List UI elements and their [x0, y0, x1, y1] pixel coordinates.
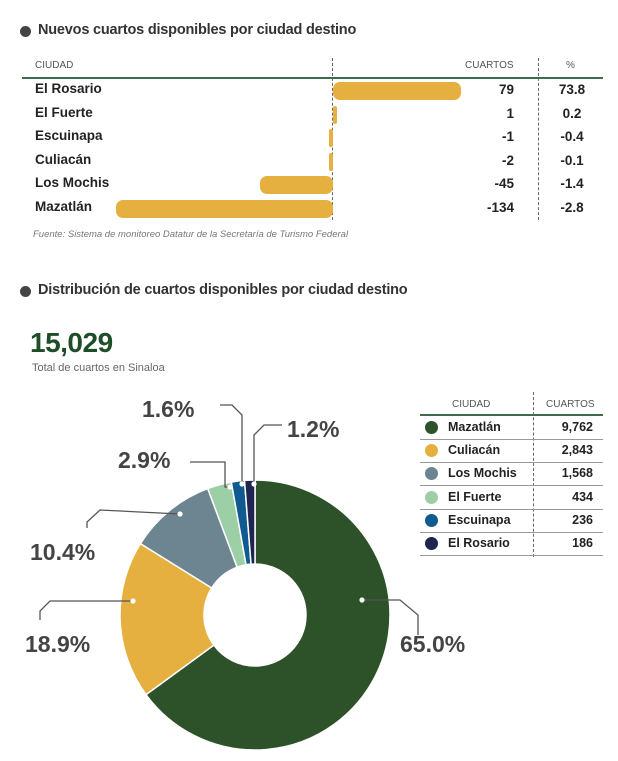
- row-pct: -0.4: [560, 129, 584, 145]
- donut-slice: [119, 542, 215, 696]
- legend-row: Mazatlán 9,762: [420, 416, 603, 440]
- total-label: Total de cuartos en Sinaloa: [32, 362, 165, 374]
- leader-line: [220, 404, 243, 484]
- legend-color-icon: [425, 467, 438, 481]
- legend-color-icon: [425, 513, 438, 527]
- legend-city: El Rosario: [448, 536, 510, 550]
- leader-dot: [251, 481, 257, 487]
- row-city: Los Mochis: [35, 175, 110, 191]
- bar: [333, 105, 337, 124]
- legend-value: 186: [572, 536, 593, 550]
- row-pct: -2.8: [560, 200, 584, 215]
- leader-dot: [177, 511, 183, 517]
- bullet-icon: [20, 26, 31, 37]
- col-header-cuartos: CUARTOS: [465, 60, 514, 71]
- bar-chart-title: Nuevos cuartos disponibles por ciudad de…: [38, 22, 357, 38]
- legend-city: Culiacán: [448, 443, 501, 458]
- legend-city: El Fuerte: [448, 489, 502, 504]
- row-pct: -0.1: [560, 152, 584, 168]
- leader-dot: [359, 597, 365, 603]
- row-cuartos: -45: [494, 176, 514, 192]
- legend-header-ciudad: CIUDAD: [452, 399, 491, 410]
- row-city: El Fuerte: [35, 104, 93, 120]
- row-cuartos: -2: [501, 152, 514, 168]
- row-pct: -1.4: [560, 176, 584, 192]
- legend-divider: [533, 392, 534, 557]
- legend-row: El Fuerte 434: [420, 486, 603, 510]
- row-pct: 0.2: [562, 105, 582, 121]
- row-city: Mazatlán: [35, 199, 93, 214]
- legend-city: Escuinapa: [448, 512, 511, 527]
- legend-color-icon: [425, 537, 438, 550]
- legend-rule: [420, 414, 603, 416]
- legend-color-icon: [425, 490, 438, 504]
- legend-color-icon: [425, 444, 438, 458]
- pct-label: 1.6%: [142, 396, 194, 422]
- pct-label: 2.9%: [118, 447, 170, 473]
- row-cuartos: -1: [501, 129, 514, 145]
- col-header-pct: %: [566, 60, 575, 71]
- leader-line: [39, 600, 133, 620]
- row-cuartos: 79: [498, 82, 514, 97]
- legend-row: El Rosario 186: [420, 532, 603, 556]
- legend-value: 434: [572, 489, 593, 504]
- bar: [260, 176, 333, 195]
- leader-line: [362, 599, 419, 635]
- total-value: 15,029: [30, 327, 113, 358]
- pie-chart-title: Distribución de cuartos disponibles por …: [38, 282, 408, 298]
- pct-label: 10.4%: [30, 539, 95, 565]
- leader-line: [253, 424, 282, 484]
- row-city: Escuinapa: [35, 128, 103, 144]
- pct-label: 65.0%: [400, 631, 465, 657]
- legend-value: 236: [572, 512, 593, 527]
- legend-row: Los Mochis 1,568: [420, 462, 603, 487]
- row-cuartos: -134: [486, 200, 514, 215]
- header-rule: [22, 77, 603, 79]
- bar: [329, 152, 333, 171]
- leader-dot: [227, 484, 233, 490]
- col-header-ciudad: CIUDAD: [35, 60, 74, 71]
- legend-color-icon: [425, 421, 438, 434]
- legend-row: Escuinapa 236: [420, 509, 603, 533]
- legend-value: 1,568: [561, 466, 593, 481]
- pct-label: 18.9%: [25, 631, 90, 657]
- legend-value: 2,843: [561, 443, 593, 458]
- col-divider: [538, 58, 539, 220]
- leader-dot: [130, 598, 136, 604]
- legend-value: 9,762: [561, 420, 593, 434]
- bar: [329, 129, 333, 148]
- row-city: El Rosario: [35, 81, 102, 96]
- leader-dot: [239, 481, 245, 487]
- row-pct: 73.8: [558, 82, 586, 97]
- bar: [333, 82, 461, 100]
- leader-line: [86, 509, 181, 528]
- source-note: Fuente: Sistema de monitoreo Datatur de …: [33, 229, 349, 240]
- bar: [115, 200, 333, 218]
- legend-city: Mazatlán: [448, 420, 501, 434]
- donut-slice: [243, 479, 256, 565]
- row-cuartos: 1: [506, 105, 514, 121]
- pct-label: 1.2%: [287, 416, 339, 442]
- legend-row: Culiacán 2,843: [420, 439, 603, 464]
- bullet-icon: [20, 286, 31, 297]
- row-city: Culiacán: [35, 151, 92, 167]
- donut-slice: [144, 479, 391, 751]
- legend-header-cuartos: CUARTOS: [546, 399, 595, 410]
- legend-city: Los Mochis: [448, 466, 517, 481]
- donut-chart: 65.0% 18.9% 10.4% 2.9% 1.6% 1.2%: [25, 396, 465, 751]
